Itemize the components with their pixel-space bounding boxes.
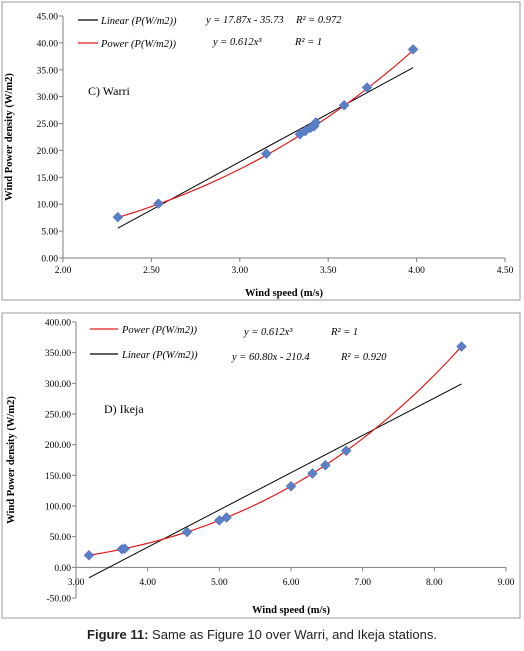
- chart2-y-tick-label: 250.00: [45, 411, 71, 421]
- chart1-y-tick-label: 25.00: [37, 120, 59, 130]
- chart1-legend-label: Linear (P(W/m2)): [100, 16, 177, 27]
- figure: 0.00 5.00 10.00 15.00 20.00 25.00 30.00 35.00 40…: [1, 1, 521, 619]
- chart2-y-tick-label: 50.00: [50, 533, 72, 543]
- chart1-data-point: [112, 211, 124, 223]
- chart2-x-tick-label: 4.00: [139, 578, 156, 588]
- chart2-y-tick-label: 100.00: [45, 503, 71, 513]
- chart1-data-point: [407, 43, 419, 55]
- chart1-power-trendline: [117, 50, 414, 219]
- chart1-y-tick-label: 10.00: [37, 201, 59, 211]
- chart2-legend-label: Linear (P(W/m2)): [121, 350, 198, 361]
- chart2-x-tick-label: 8.00: [426, 578, 443, 588]
- chart2-y-tick-label: 400.00: [45, 319, 71, 329]
- chart1-data-point: [361, 82, 373, 93]
- chart2-y-tick-label: 0.00: [54, 564, 71, 574]
- chart1-trend-equation: y = 0.612x³: [212, 37, 262, 48]
- chart1-y-tick-label: 15.00: [37, 174, 59, 184]
- chart2-legend-label: Power (P(W/m2)): [121, 325, 197, 336]
- chart2-data-point: [83, 549, 95, 561]
- chart1-trend-r2: R² = 1: [294, 37, 322, 48]
- chart2-data-point: [221, 512, 232, 523]
- chart2-data-point: [181, 526, 193, 538]
- chart1-y-tick-label: 30.00: [37, 93, 59, 103]
- chart1-data-point: [310, 117, 322, 128]
- chart2-data-point: [456, 341, 467, 352]
- chart1-x-axis-label: Wind speed (m/s): [245, 288, 323, 299]
- chart2-data-point: [320, 459, 331, 471]
- chart2-power-trendline: [88, 346, 463, 556]
- chart1-y-axis-label: Wind Power density (W/m2): [4, 73, 15, 201]
- chart1-trend-r2: R² = 0.972: [295, 15, 342, 26]
- chart2-panel-label: D) Ikeja: [104, 402, 144, 416]
- chart1-x-tick-label: 3.00: [231, 266, 248, 276]
- chart1-trend-equation: y = 17.87x - 35.73: [205, 15, 284, 26]
- caption-label: Figure 11:: [87, 627, 149, 642]
- chart1-legend-label: Power (P(W/m2)): [100, 39, 176, 50]
- chart1-data-point: [153, 198, 164, 210]
- chart1-x-tick-label: 2.50: [143, 266, 160, 276]
- chart2-y-tick-label: 150.00: [45, 472, 71, 482]
- chart1-y-tick-label: 40.00: [37, 39, 59, 49]
- chart1-x-tick-label: 3.50: [320, 266, 337, 276]
- chart2-y-tick-label: -50.00: [46, 595, 71, 605]
- caption-text: Same as Figure 10 over Warri, and Ikeja …: [148, 627, 437, 642]
- chart2-x-axis-label: Wind speed (m/s): [252, 605, 330, 616]
- chart1-data-point: [338, 99, 350, 111]
- chart1-x-tick-label: 4.00: [408, 266, 425, 276]
- chart1-y-tick-label: 45.00: [37, 13, 59, 23]
- chart1-data-point: [260, 148, 272, 160]
- chart2-data-point: [119, 543, 131, 554]
- chart1-y-tick-label: 5.00: [41, 228, 58, 238]
- chart2-data-point: [307, 468, 318, 479]
- chart1-chart-frame: [1, 1, 521, 301]
- chart1-y-tick-label: 35.00: [37, 66, 59, 76]
- chart2-x-tick-label: 3.00: [68, 578, 85, 588]
- chart2-trend-equation: y = 0.612x³: [243, 327, 293, 338]
- chart1-x-tick-label: 2.00: [55, 266, 72, 276]
- chart2-y-tick-label: 200.00: [45, 441, 71, 451]
- chart2-x-tick-label: 7.00: [354, 578, 371, 588]
- chart2-linear-trendline: [88, 383, 462, 579]
- chart2-y-tick-label: 350.00: [45, 349, 71, 359]
- chart2-x-tick-label: 5.00: [211, 578, 228, 588]
- figure-caption: Figure 11: Same as Figure 10 over Warri,…: [0, 627, 524, 642]
- chart2-data-point: [285, 480, 297, 492]
- chart1-panel-label: C) Warri: [88, 84, 130, 98]
- chart2-data-point: [340, 445, 352, 457]
- chart2-y-tick-label: 300.00: [45, 380, 71, 390]
- chart1-y-tick-label: 0.00: [41, 255, 58, 265]
- chart2-trend-r2: R² = 0.920: [340, 352, 387, 363]
- chart2-x-tick-label: 9.00: [498, 578, 515, 588]
- chart2-chart-frame: [1, 312, 521, 619]
- chart2-x-tick-label: 6.00: [283, 578, 300, 588]
- chart2-trend-equation: y = 60.80x - 210.4: [231, 352, 310, 363]
- chart1-y-tick-label: 20.00: [37, 147, 59, 157]
- chart1-x-tick-label: 4.50: [497, 266, 514, 276]
- chart2-trend-r2: R² = 1: [330, 327, 358, 338]
- chart2-y-axis-label: Wind Power density (W/m2): [6, 396, 17, 524]
